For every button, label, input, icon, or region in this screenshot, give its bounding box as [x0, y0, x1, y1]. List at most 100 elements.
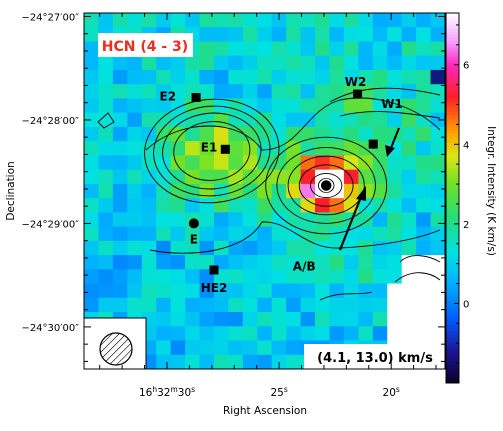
intensity-cell: [430, 212, 445, 228]
intensity-cell: [271, 126, 287, 142]
intensity-cell: [300, 112, 316, 128]
colorbar-segment: [446, 105, 459, 110]
intensity-cell: [242, 55, 258, 71]
intensity-cell: [228, 255, 244, 270]
intensity-cell: [84, 84, 100, 100]
intensity-cell: [387, 240, 403, 256]
intensity-cell: [242, 340, 258, 356]
intensity-cell: [300, 84, 316, 100]
intensity-cell: [401, 55, 417, 71]
intensity-cell: [416, 169, 432, 185]
colorbar-segment: [446, 364, 459, 369]
intensity-cell: [300, 55, 316, 71]
intensity-cell: [271, 169, 287, 185]
source-label: W2: [345, 75, 367, 89]
intensity-cell: [358, 41, 374, 57]
intensity-cell: [343, 183, 359, 199]
intensity-cell: [170, 84, 186, 100]
intensity-cell: [416, 69, 432, 85]
intensity-cell: [141, 269, 157, 285]
intensity-cell: [199, 126, 215, 142]
intensity-cell: [286, 212, 302, 228]
source-e2: E2: [160, 90, 201, 104]
intensity-cell: [401, 169, 417, 185]
intensity-cell: [271, 27, 287, 43]
intensity-cell: [156, 326, 172, 342]
intensity-cell: [387, 212, 403, 228]
colorbar-segment: [446, 120, 459, 125]
intensity-cell: [430, 155, 445, 171]
colorbar-segment: [446, 59, 459, 63]
intensity-cell: [84, 126, 100, 142]
intensity-cell: [185, 340, 201, 356]
colorbar-segment: [446, 62, 459, 66]
intensity-cell: [228, 126, 244, 142]
colorbar-tick-label: 0: [463, 299, 469, 310]
intensity-cell: [416, 283, 432, 299]
colorbar-segment: [446, 262, 459, 267]
intensity-cell: [84, 112, 100, 128]
intensity-cell: [329, 41, 345, 57]
intensity-cell: [112, 141, 128, 156]
intensity-cell: [401, 297, 417, 313]
source-ab: A/B: [293, 178, 333, 274]
intensity-cell: [112, 155, 128, 171]
intensity-cell: [84, 169, 100, 185]
colorbar-segment: [446, 71, 459, 76]
colorbar-segment: [446, 145, 459, 150]
line-label-box: HCN (4 - 3): [98, 33, 193, 57]
intensity-cell: [387, 112, 403, 128]
intensity-cell: [112, 212, 128, 228]
intensity-cell: [401, 240, 417, 256]
intensity-cell: [430, 240, 445, 256]
intensity-cell: [156, 354, 172, 369]
contour-line: [317, 178, 335, 193]
intensity-cell: [242, 27, 258, 43]
intensity-cell: [213, 326, 229, 342]
intensity-cell: [329, 126, 345, 142]
intensity-cell: [156, 255, 172, 270]
intensity-cell: [185, 269, 201, 285]
intensity-cell: [401, 84, 417, 100]
intensity-cell: [387, 198, 403, 213]
intensity-cell: [170, 13, 186, 28]
intensity-cell: [257, 212, 273, 228]
intensity-cell: [242, 41, 258, 57]
intensity-cell: [315, 69, 331, 85]
intensity-cell: [156, 297, 172, 313]
intensity-cell: [213, 69, 229, 85]
intensity-cell: [257, 41, 273, 57]
intensity-cell: [213, 312, 229, 327]
colorbar-segment: [446, 164, 459, 168]
colorbar-segment: [446, 142, 459, 147]
intensity-cell: [127, 69, 143, 85]
colorbar-segment: [446, 327, 459, 332]
intensity-cell: [185, 155, 201, 171]
intensity-cell: [271, 255, 287, 270]
intensity-cell: [286, 240, 302, 256]
intensity-cell: [329, 13, 345, 28]
intensity-cell: [112, 283, 128, 299]
intensity-cell: [127, 155, 143, 171]
intensity-cell: [286, 84, 302, 100]
intensity-cell: [199, 13, 215, 28]
y-tick-label: −24°29′00″: [21, 219, 79, 230]
intensity-cell: [98, 240, 114, 256]
colorbar-segment: [446, 222, 459, 227]
colorbar-segment: [446, 278, 459, 282]
intensity-cell: [141, 198, 157, 213]
contour-line: [265, 136, 388, 235]
intensity-cell: [271, 269, 287, 285]
intensity-cell: [300, 312, 316, 327]
intensity-grid: [84, 13, 445, 369]
contour-line: [144, 98, 280, 204]
colorbar-segment: [446, 130, 459, 134]
colorbar-segment: [446, 99, 459, 103]
intensity-cell: [358, 198, 374, 213]
intensity-cell: [430, 297, 445, 313]
intensity-cell: [213, 84, 229, 100]
intensity-cell: [372, 112, 388, 128]
intensity-cell: [141, 155, 157, 171]
intensity-cell: [257, 183, 273, 199]
intensity-cell: [228, 269, 244, 285]
